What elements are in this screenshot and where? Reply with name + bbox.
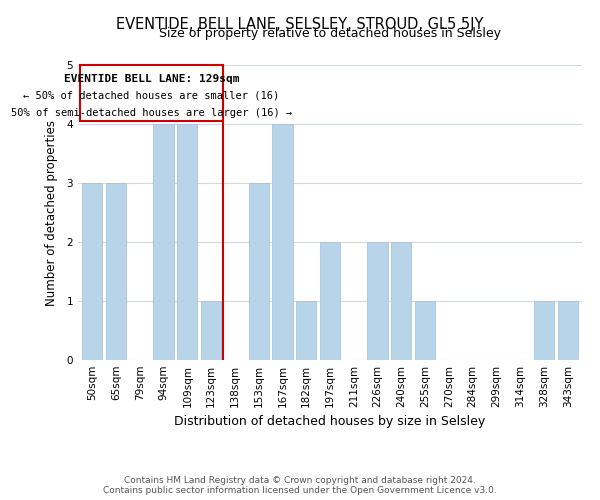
Title: Size of property relative to detached houses in Selsley: Size of property relative to detached ho… xyxy=(159,27,501,40)
Bar xyxy=(296,301,316,360)
Text: Contains HM Land Registry data © Crown copyright and database right 2024.
Contai: Contains HM Land Registry data © Crown c… xyxy=(103,476,497,495)
Bar xyxy=(415,301,435,360)
X-axis label: Distribution of detached houses by size in Selsley: Distribution of detached houses by size … xyxy=(175,416,485,428)
Bar xyxy=(201,301,221,360)
Text: EVENTIDE, BELL LANE, SELSLEY, STROUD, GL5 5JY: EVENTIDE, BELL LANE, SELSLEY, STROUD, GL… xyxy=(116,18,484,32)
Bar xyxy=(534,301,554,360)
Bar xyxy=(272,124,293,360)
Bar xyxy=(80,65,223,121)
Bar xyxy=(106,183,126,360)
Bar xyxy=(391,242,412,360)
Bar xyxy=(320,242,340,360)
Bar xyxy=(154,124,173,360)
Text: EVENTIDE BELL LANE: 129sqm: EVENTIDE BELL LANE: 129sqm xyxy=(64,74,239,84)
Bar xyxy=(367,242,388,360)
Bar xyxy=(177,124,197,360)
Y-axis label: Number of detached properties: Number of detached properties xyxy=(45,120,58,306)
Bar xyxy=(557,301,578,360)
Bar xyxy=(82,183,103,360)
Text: ← 50% of detached houses are smaller (16): ← 50% of detached houses are smaller (16… xyxy=(23,90,280,101)
Bar xyxy=(248,183,269,360)
Text: 50% of semi-detached houses are larger (16) →: 50% of semi-detached houses are larger (… xyxy=(11,108,292,118)
